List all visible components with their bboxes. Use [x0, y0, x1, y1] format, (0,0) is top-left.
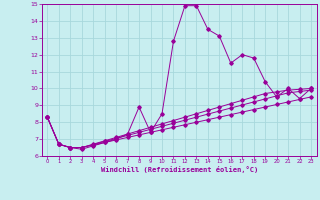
X-axis label: Windchill (Refroidissement éolien,°C): Windchill (Refroidissement éolien,°C)	[100, 166, 258, 173]
